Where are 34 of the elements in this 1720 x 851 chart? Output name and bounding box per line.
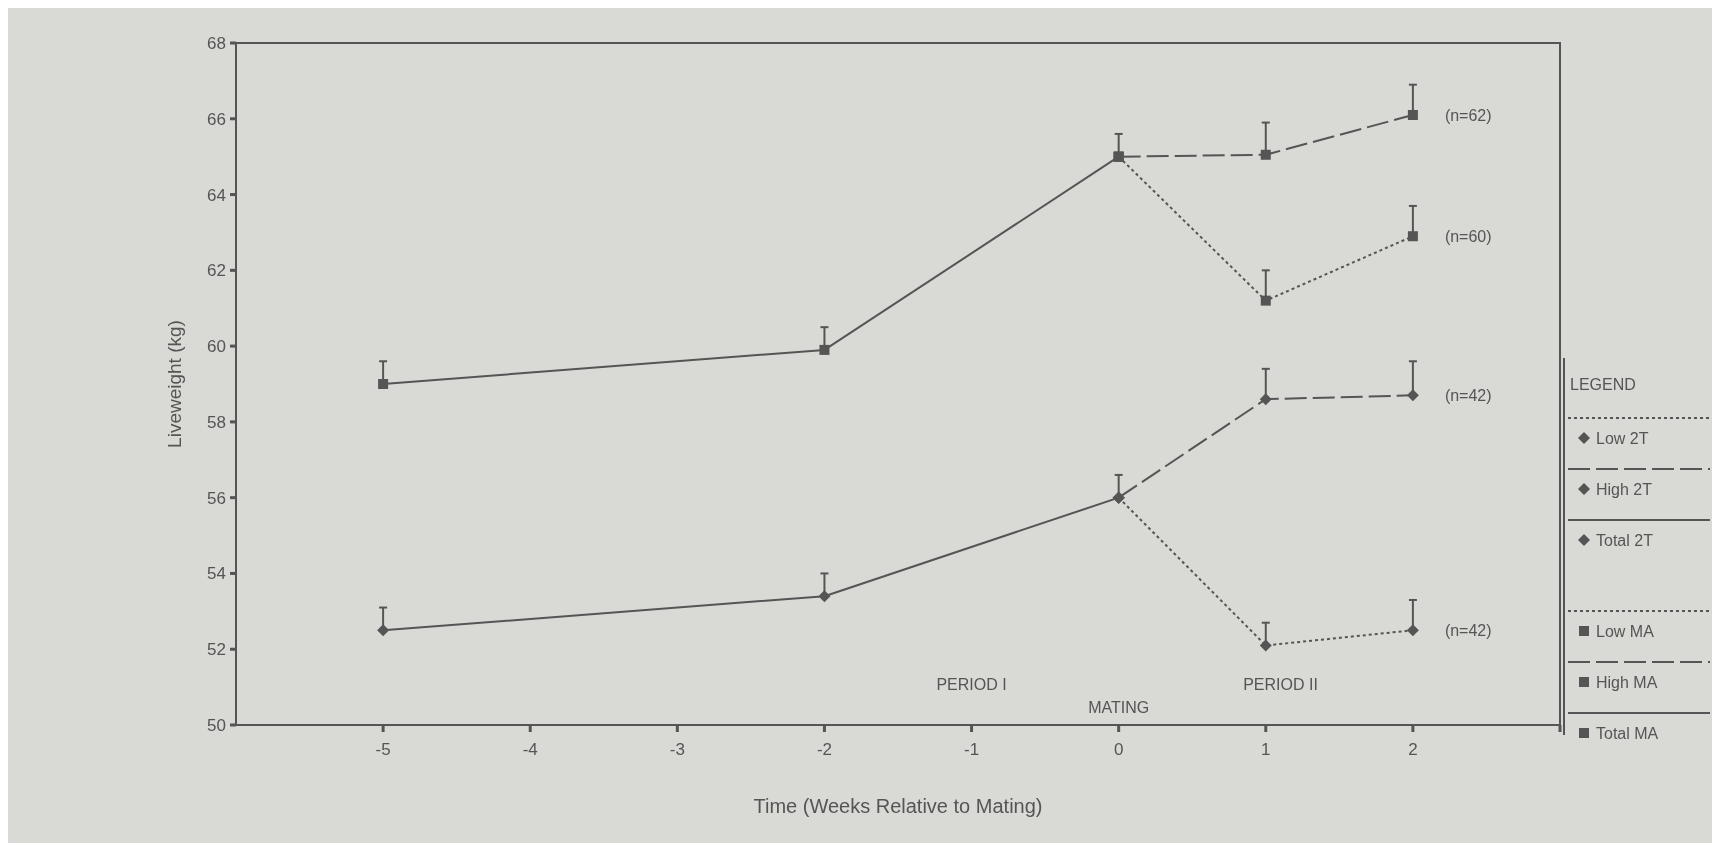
legend-label: High MA: [1596, 673, 1658, 691]
legend-label: Total MA: [1596, 724, 1659, 742]
x-tick-label: -3: [669, 740, 685, 759]
y-tick-label: 66: [207, 109, 226, 129]
annotation: (n=62): [1444, 106, 1492, 124]
legend-label: Total 2T: [1596, 531, 1654, 549]
y-axis-title: Liveweight (kg): [164, 320, 185, 448]
legend-label: High 2T: [1596, 480, 1653, 498]
annotation: (n=42): [1444, 621, 1492, 639]
y-tick-label: 52: [207, 640, 226, 660]
x-tick-label: 0: [1113, 740, 1124, 759]
x-axis-title: Time (Weeks Relative to Mating): [753, 795, 1043, 817]
y-tick-label: 54: [207, 564, 226, 584]
annotation: (n=42): [1444, 386, 1492, 404]
annotation: PERIOD II: [1243, 676, 1318, 693]
annotation: (n=60): [1444, 227, 1492, 245]
legend-label: Low MA: [1596, 622, 1655, 640]
y-tick-label: 62: [207, 261, 226, 281]
legend-title: LEGEND: [1570, 376, 1636, 393]
x-tick-label: -5: [375, 740, 391, 759]
y-tick-label: 56: [207, 488, 226, 508]
annotation: PERIOD I: [936, 676, 1007, 693]
x-tick-label: -2: [816, 740, 833, 759]
y-tick-label: 60: [207, 337, 226, 357]
annotation: MATING: [1088, 699, 1150, 716]
y-tick-label: 68: [207, 33, 226, 53]
y-tick-label: 64: [207, 185, 226, 205]
x-tick-label: -4: [522, 740, 538, 759]
y-tick-label: 58: [207, 412, 226, 432]
y-tick-label: 50: [207, 715, 226, 735]
x-tick-label: 2: [1408, 740, 1418, 759]
legend-label: Low 2T: [1596, 429, 1649, 447]
x-tick-label: 1: [1261, 740, 1271, 759]
x-tick-label: -1: [963, 740, 980, 759]
